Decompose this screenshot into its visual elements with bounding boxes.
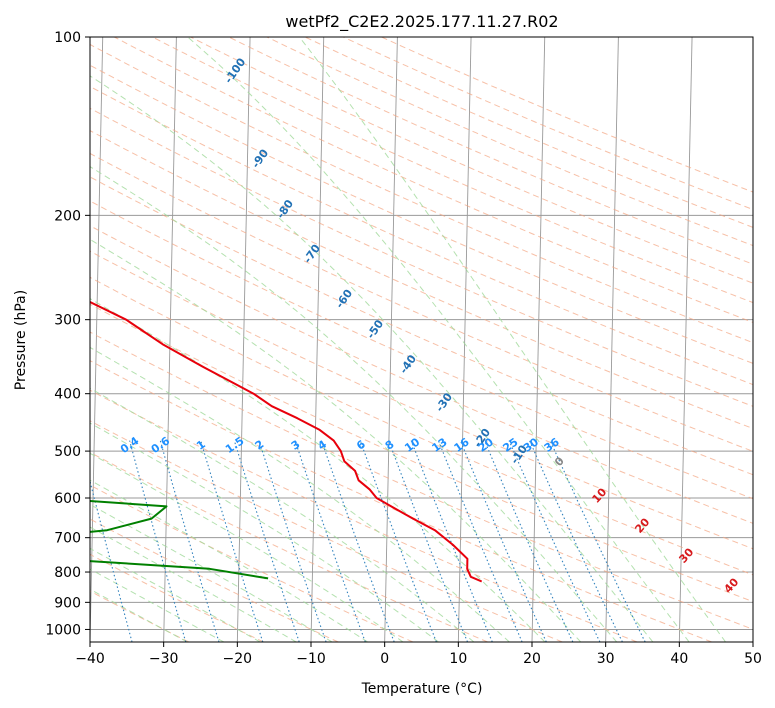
dry-adiabat-210 <box>228 37 753 265</box>
axes: −40 −30 −20 −10 0 10 20 30 40 50 100 200 300 400 500 60… <box>45 30 762 667</box>
dry-adiabat-200 <box>190 37 753 284</box>
dry-adiabat-50 <box>90 331 753 630</box>
dry-adiabat-120 <box>90 152 753 452</box>
dry-adiabat-80 <box>90 250 753 550</box>
dry-adiabat-170 <box>90 43 753 344</box>
plot-area <box>90 37 753 642</box>
y-tick-label: 500 <box>54 444 81 460</box>
moist-adiabat-5 <box>90 422 439 642</box>
isotherm--40 <box>90 37 104 642</box>
mixing-ratio-line-0.2 <box>90 479 133 642</box>
mixing-ratio-line-16 <box>459 440 547 642</box>
moist-adiabat-30 <box>90 166 618 642</box>
dry-adiabat-240 <box>342 37 753 211</box>
dry-adiabat-190 <box>152 37 753 304</box>
isotherm-40 <box>678 37 693 642</box>
x-tick-label: −20 <box>223 651 253 667</box>
chart-title: wetPf2_C2E2.2025.177.11.27.R02 <box>285 12 558 32</box>
moist-adiabat-45 <box>299 37 726 642</box>
dry-adiabat-180 <box>114 37 753 323</box>
moist-adiabat-15 <box>90 346 510 642</box>
x-tick-label: −30 <box>149 651 179 667</box>
x-tick-label: −40 <box>75 651 105 667</box>
dry-adiabat-20 <box>90 420 563 642</box>
dry-adiabat-130 <box>90 130 753 430</box>
plot-frame <box>89 36 754 643</box>
isotherm-0 <box>384 37 398 642</box>
y-tick-label: 1000 <box>45 622 81 638</box>
moist-adiabat--10 <box>90 503 333 642</box>
x-tick-label: −10 <box>296 651 326 667</box>
moist-adiabat--15 <box>90 526 297 642</box>
isotherm--30 <box>163 37 177 642</box>
mixing-ratio-line-0.6 <box>159 440 220 642</box>
isotherm--20 <box>236 37 251 642</box>
mixing-ratio-line-0.4 <box>129 440 187 642</box>
dry-adiabat-140 <box>90 107 753 407</box>
temperature-profile-line <box>90 300 483 583</box>
moist-adiabat-35 <box>90 75 654 642</box>
mixing-ratio-line-4 <box>320 440 395 642</box>
y-tick-label: 300 <box>54 313 81 329</box>
moist-adiabat-10 <box>90 387 475 642</box>
dry-adiabat-70 <box>90 276 753 576</box>
mixing-ratio-line-20 <box>484 440 574 642</box>
dry-adiabat-230 <box>304 37 753 228</box>
x-tick-label: 0 <box>380 651 389 667</box>
mixing-ratio-line-1 <box>200 440 264 642</box>
moist-adiabat-0 <box>90 452 404 642</box>
y-tick-label: 200 <box>54 208 81 224</box>
dry-adiabat-110 <box>90 176 753 476</box>
dry-adiabat-100 <box>90 200 753 500</box>
isotherm-10 <box>457 37 472 642</box>
x-tick-label: 30 <box>597 651 615 667</box>
mixing-ratio-line-3 <box>294 440 366 642</box>
dry-adiabat-150 <box>90 85 753 386</box>
y-tick-label: 800 <box>54 565 81 581</box>
dry-adiabat-220 <box>266 37 753 247</box>
x-tick-label: 40 <box>670 651 688 667</box>
x-tick-label: 10 <box>449 651 467 667</box>
y-tick-label: 600 <box>54 491 81 507</box>
x-tick-label: 50 <box>744 651 762 667</box>
dry-adiabat-160 <box>90 64 753 364</box>
y-tick-label: 100 <box>54 30 81 46</box>
mixing-ratio-line-10 <box>410 440 493 642</box>
moist-adiabat-20 <box>90 298 546 642</box>
y-tick-label: 900 <box>54 595 81 611</box>
y-tick-label: 700 <box>54 531 81 547</box>
dry-adiabat--10 <box>90 518 339 642</box>
dry-adiabat-250 <box>381 37 753 193</box>
x-axis-title: Temperature (°C) <box>361 681 483 697</box>
dewpoint-profile-line <box>90 499 269 580</box>
y-axis-title: Pressure (hPa) <box>13 290 29 390</box>
dry-adiabat-90 <box>90 225 753 524</box>
moist-adiabat-40 <box>187 37 690 642</box>
y-tick-label: 400 <box>54 387 81 403</box>
mixing-ratio-line-13 <box>437 440 523 642</box>
x-tick-label: 20 <box>523 651 541 667</box>
